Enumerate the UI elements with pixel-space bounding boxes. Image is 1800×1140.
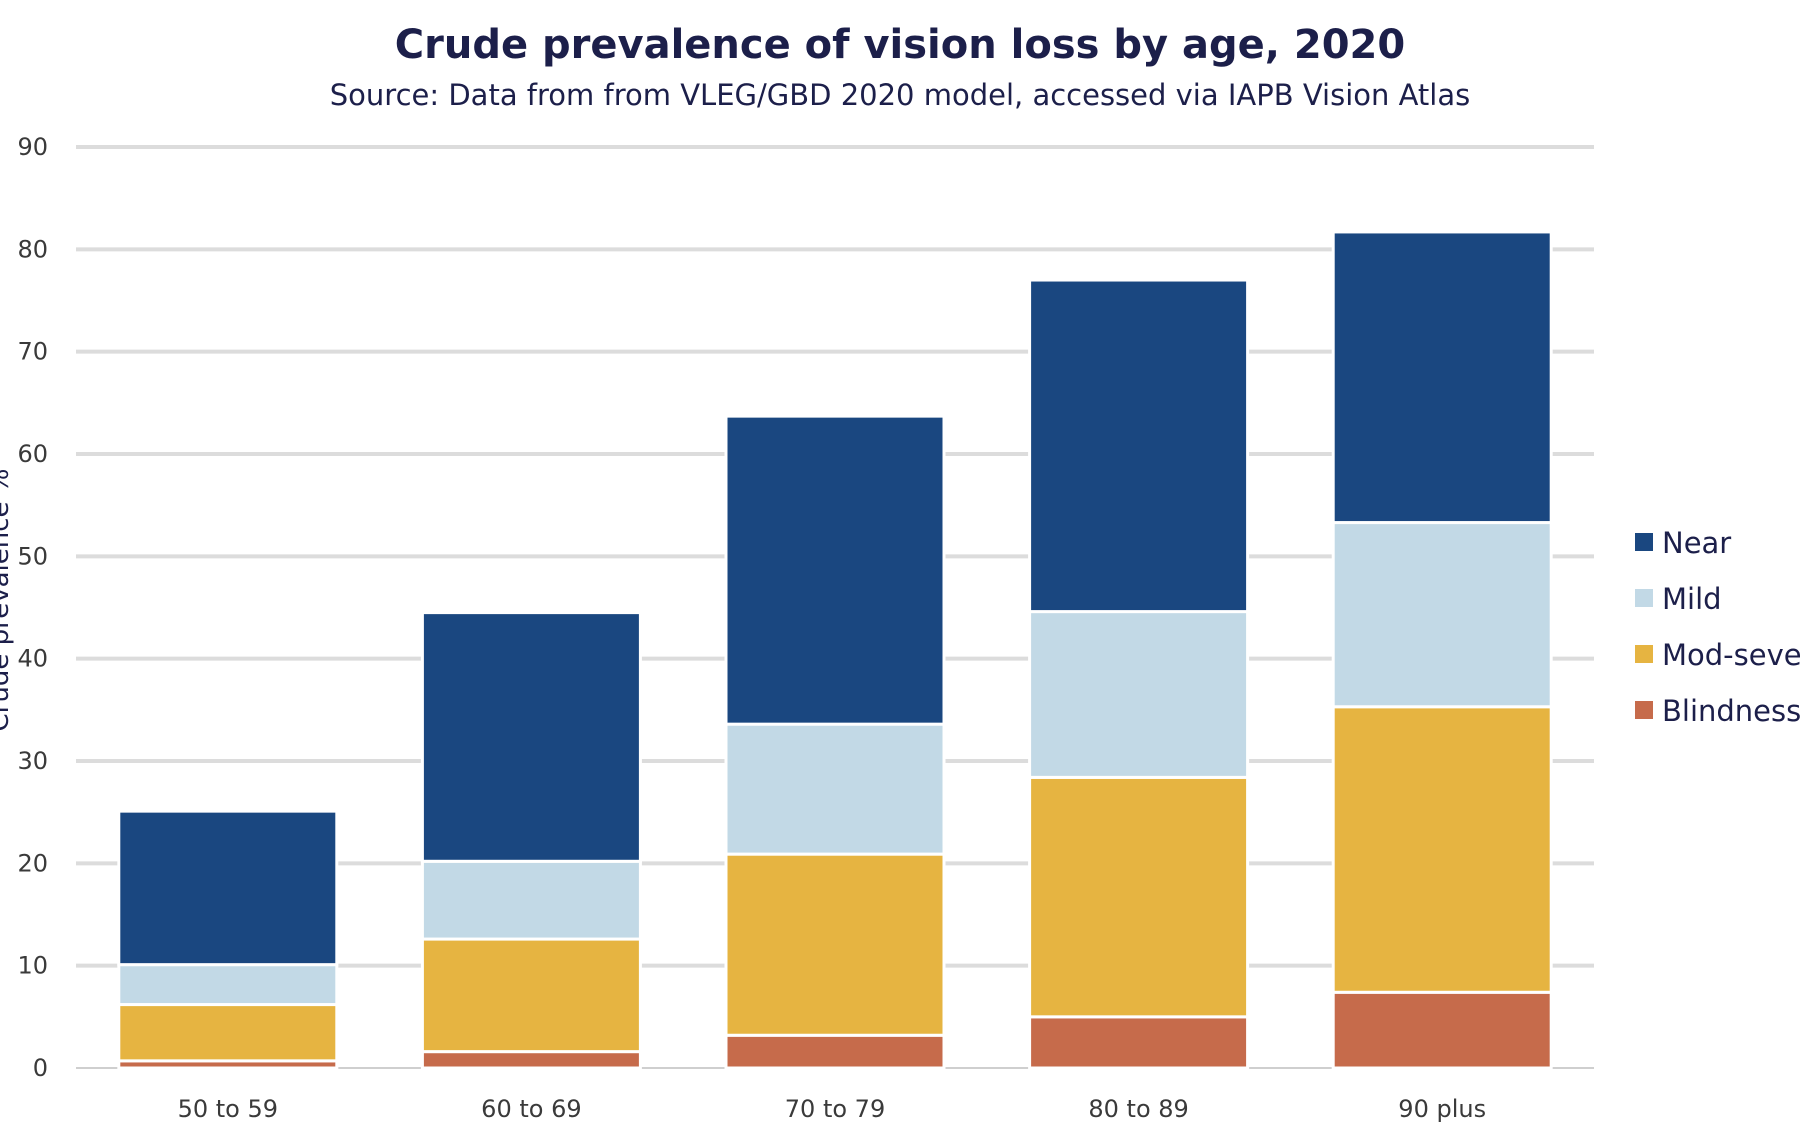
y-tick-label: 10 bbox=[17, 952, 48, 980]
bar-stack bbox=[117, 809, 339, 1070]
bar-segment-mod-severe bbox=[1331, 705, 1553, 994]
bar-stack bbox=[1028, 278, 1250, 1070]
bar-segment-blindness bbox=[1331, 990, 1553, 1070]
bar-stack bbox=[420, 611, 642, 1070]
bar-stack bbox=[1331, 230, 1553, 1070]
legend: Near Mild Mod-severe Blindness bbox=[1635, 526, 1800, 728]
bar-segment-near bbox=[117, 809, 339, 967]
y-tick-label: 40 bbox=[17, 645, 48, 673]
x-tick-label: 90 plus bbox=[1398, 1095, 1486, 1123]
bar-segment-blindness bbox=[1028, 1015, 1250, 1070]
bar-segment-near bbox=[1028, 278, 1250, 614]
chart-title: Crude prevalence of vision loss by age, … bbox=[394, 22, 1406, 68]
bar-segment-mild bbox=[1331, 521, 1553, 709]
x-tick-label: 60 to 69 bbox=[481, 1095, 581, 1123]
bar-segment-near bbox=[1331, 230, 1553, 525]
bar-segment-mod-severe bbox=[724, 852, 946, 1037]
x-tick-label: 70 to 79 bbox=[785, 1095, 885, 1123]
legend-swatch bbox=[1635, 701, 1653, 719]
legend-label: Mild bbox=[1662, 582, 1722, 616]
bar-segment-mild bbox=[117, 963, 339, 1007]
bar-segment-mod-severe bbox=[420, 937, 642, 1054]
bar-segment-mild bbox=[1028, 610, 1250, 779]
bars bbox=[117, 230, 1553, 1070]
y-tick-label: 90 bbox=[17, 133, 48, 161]
bar-stack bbox=[724, 414, 946, 1070]
legend-label: Mod-severe bbox=[1662, 638, 1800, 672]
legend-label: Near bbox=[1662, 526, 1731, 560]
bar-segment-blindness bbox=[724, 1033, 946, 1070]
y-tick-label: 50 bbox=[17, 542, 48, 570]
y-tick-label: 30 bbox=[17, 747, 48, 775]
legend-swatch bbox=[1635, 645, 1653, 663]
y-tick-label: 0 bbox=[33, 1054, 48, 1082]
legend-swatch bbox=[1635, 589, 1653, 607]
bar-segment-blindness bbox=[420, 1050, 642, 1070]
y-axis-label: Crude prevalence % bbox=[0, 469, 15, 732]
bar-segment-mild bbox=[420, 859, 642, 941]
bar-segment-near bbox=[420, 611, 642, 863]
x-axis-ticks: 50 to 59 60 to 69 70 to 79 80 to 89 90 plus bbox=[178, 1095, 1487, 1123]
y-tick-label: 70 bbox=[17, 338, 48, 366]
y-tick-label: 80 bbox=[17, 235, 48, 263]
chart-subtitle: Source: Data from from VLEG/GBD 2020 mod… bbox=[329, 78, 1471, 112]
y-tick-label: 20 bbox=[17, 849, 48, 877]
x-tick-label: 50 to 59 bbox=[178, 1095, 278, 1123]
y-tick-label: 60 bbox=[17, 440, 48, 468]
y-axis-label-group: Crude prevalence % bbox=[0, 469, 15, 732]
legend-swatch bbox=[1635, 533, 1653, 551]
bar-segment-near bbox=[724, 414, 946, 726]
bar-segment-mod-severe bbox=[1028, 775, 1250, 1019]
bar-segment-mild bbox=[724, 722, 946, 856]
legend-label: Blindness bbox=[1662, 694, 1800, 728]
bar-segment-mod-severe bbox=[117, 1003, 339, 1063]
x-tick-label: 80 to 89 bbox=[1088, 1095, 1188, 1123]
y-axis-ticks: 0 10 20 30 40 50 60 70 80 90 bbox=[17, 133, 48, 1082]
